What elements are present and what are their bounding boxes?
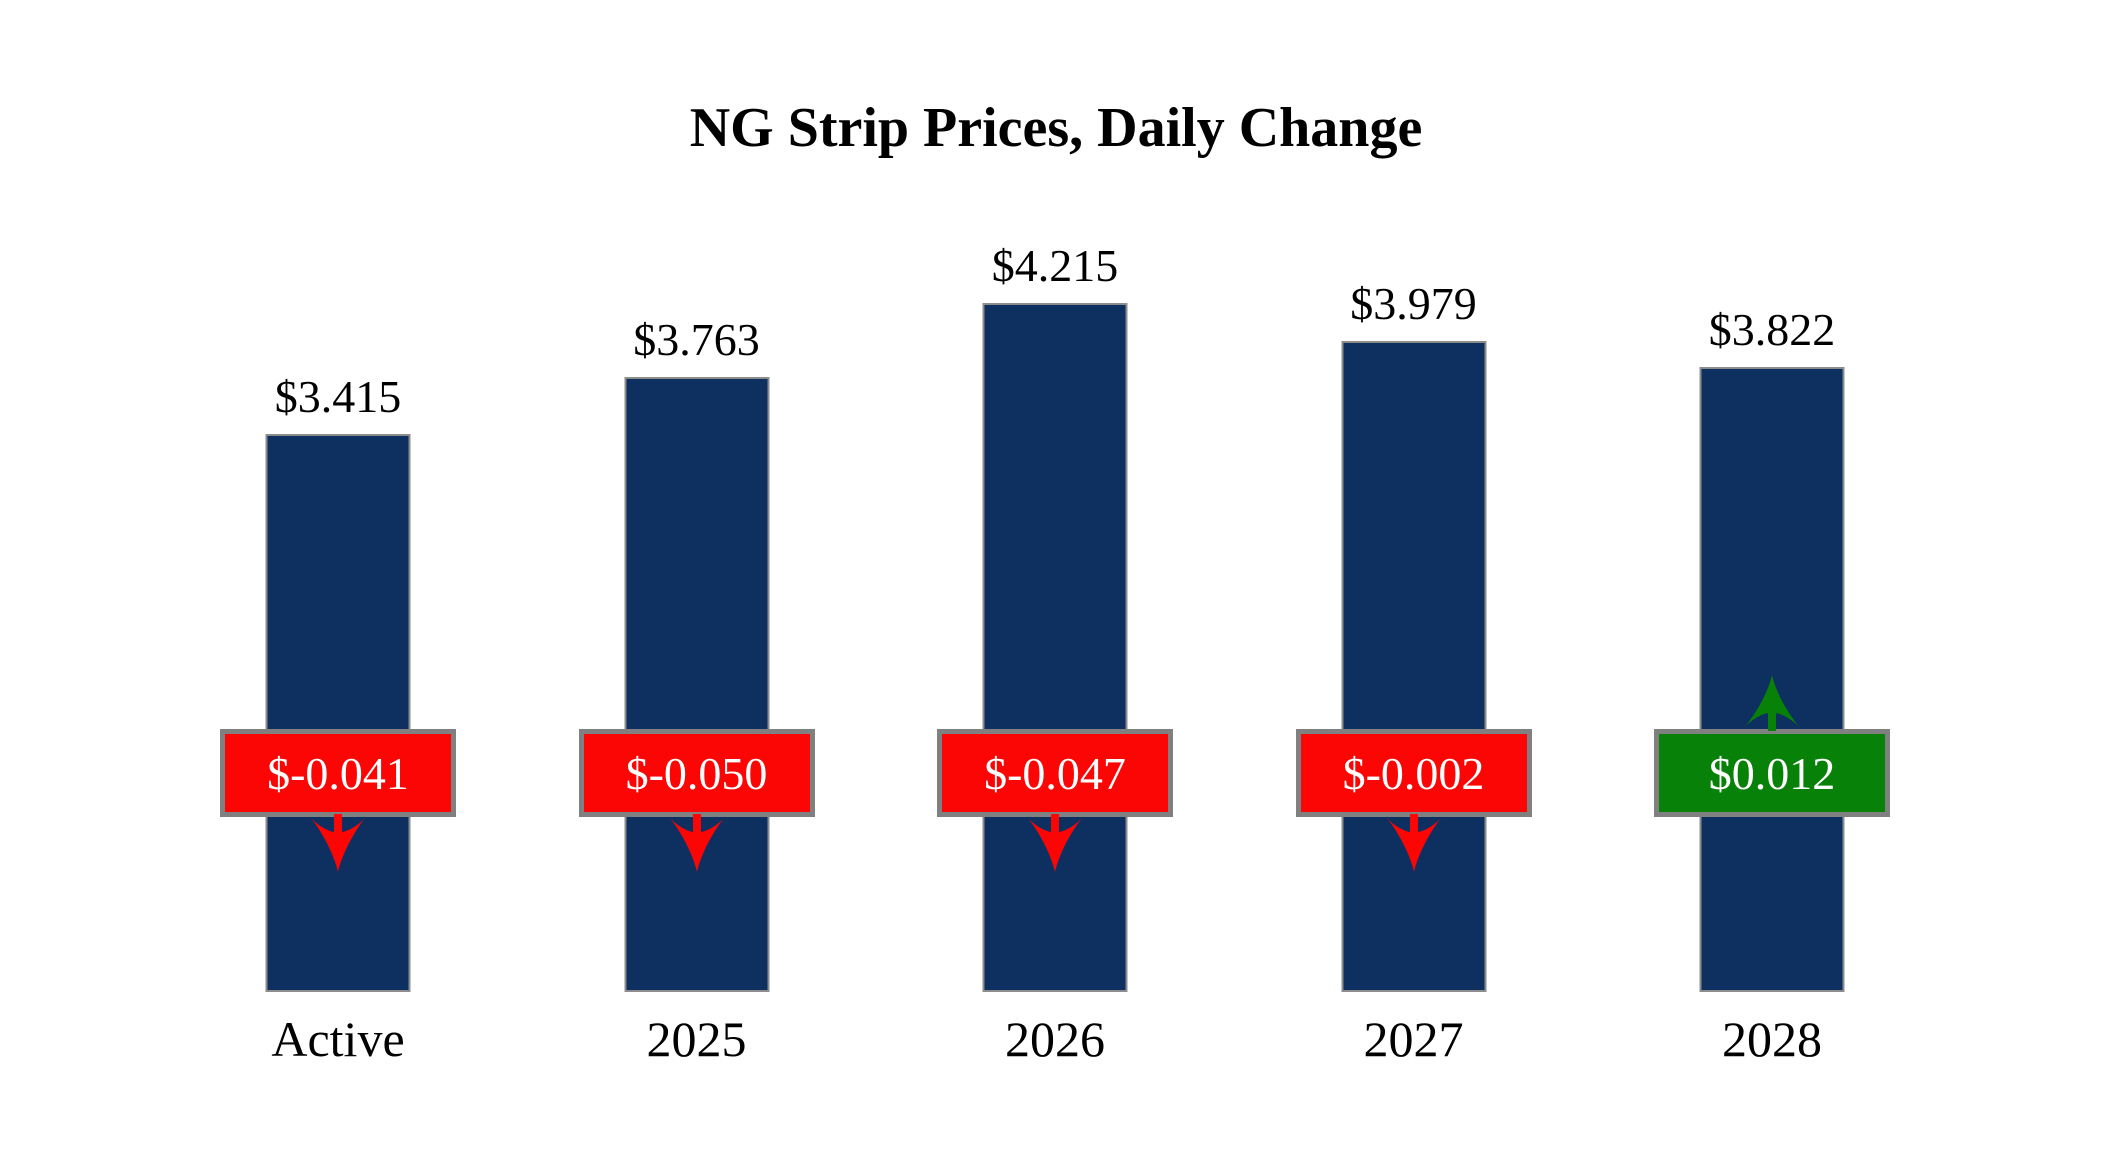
bar-rect [624, 377, 769, 992]
bar-rect [265, 434, 411, 992]
x-axis-label: 2028 [1722, 1011, 1822, 1067]
x-axis-label: 2027 [1363, 1011, 1464, 1067]
x-axis-label: 2025 [646, 1011, 747, 1067]
bar-group-2028: $3.822 $0.012 2028 [1592, 0, 1952, 1152]
bar-value-label: $3.763 [633, 314, 760, 366]
bar-value-label: $3.822 [1708, 304, 1836, 356]
bar-value-label: $3.979 [1350, 278, 1477, 330]
change-badge: $0.012 [1654, 729, 1890, 817]
chart-title: NG Strip Prices, Daily Change [689, 97, 1423, 159]
bar-group-2027: $3.979 $-0.002 2027 [1234, 0, 1594, 1152]
down-arrow-icon [669, 814, 724, 872]
bar-value-label: $4.215 [991, 240, 1119, 292]
bar-value-label: $3.415 [274, 371, 402, 423]
change-badge: $-0.050 [578, 729, 815, 817]
change-badge: $-0.041 [220, 729, 456, 817]
x-axis-label: Active [271, 1011, 405, 1067]
change-value-label: $-0.002 [1342, 747, 1485, 799]
down-arrow-icon [1386, 814, 1441, 872]
bar-group-2025: $3.763 $-0.050 2025 [517, 0, 877, 1152]
change-value-label: $0.012 [1708, 747, 1836, 799]
up-arrow-icon [1745, 675, 1799, 731]
down-arrow-icon [1028, 814, 1082, 872]
bar-rect [982, 303, 1128, 992]
down-arrow-icon [311, 814, 365, 872]
bar-group-2026: $4.215 $-0.047 2026 [875, 0, 1235, 1152]
bar-group-active: $3.415 $-0.041 Active [158, 0, 518, 1152]
bar-rect [1341, 341, 1486, 992]
change-value-label: $-0.050 [625, 747, 768, 799]
change-value-label: $-0.047 [984, 747, 1126, 799]
change-value-label: $-0.041 [267, 747, 409, 799]
change-badge: $-0.047 [937, 729, 1173, 817]
change-badge: $-0.002 [1295, 729, 1532, 817]
x-axis-label: 2026 [1005, 1011, 1105, 1067]
